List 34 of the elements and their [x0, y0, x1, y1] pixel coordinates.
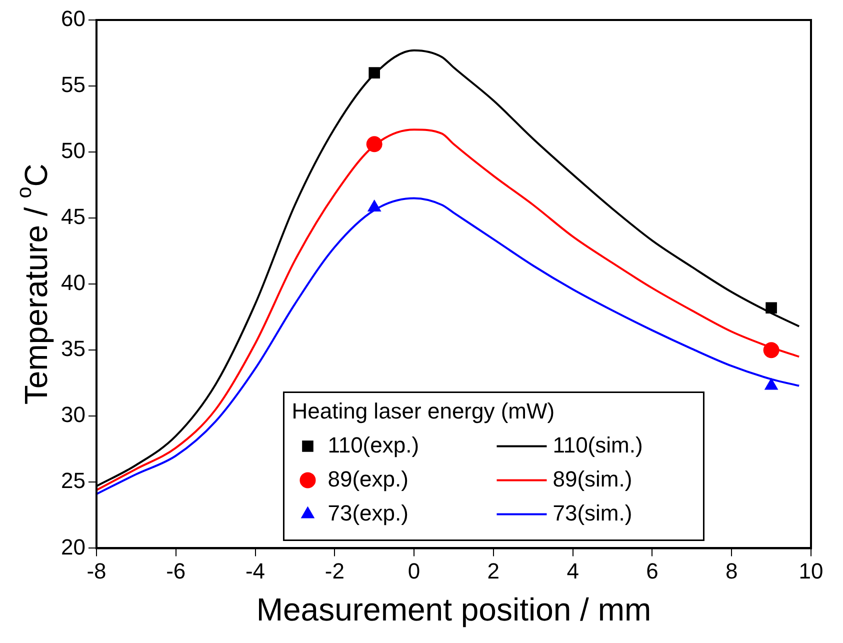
legend-label: 73(exp.): [328, 500, 408, 526]
legend-label: 89(sim.): [552, 466, 632, 492]
x-tick-label: -6: [166, 558, 186, 584]
legend-label: 89(exp.): [328, 466, 408, 492]
x-tick-label: -2: [324, 558, 344, 584]
legend-label: 73(sim.): [552, 500, 632, 526]
x-tick-label: 10: [798, 558, 824, 584]
x-tick-label: 0: [408, 558, 420, 584]
y-axis-title: Temperature / oC: [12, 164, 54, 405]
line-series: [96, 128, 800, 492]
x-tick-label: 2: [487, 558, 500, 584]
y-tick-label: 60: [60, 6, 86, 32]
point: [766, 302, 777, 314]
x-tick-label: 8: [725, 558, 738, 584]
point: [368, 67, 380, 78]
point: [763, 342, 780, 358]
y-tick-label: 40: [60, 270, 86, 296]
y-tick-label: 45: [60, 204, 86, 230]
line-series: [96, 197, 800, 496]
legend-title: Heating laser energy (mW): [292, 398, 555, 424]
legend-label: 110(exp.): [328, 432, 420, 458]
x-tick-label: 6: [646, 558, 658, 584]
x-tick-label: 4: [566, 558, 579, 584]
x-axis-title: Measurement position / mm: [256, 592, 652, 628]
y-tick-label: 50: [60, 138, 86, 164]
y-tick-label: 35: [60, 336, 86, 362]
legend-label: 110(sim.): [552, 432, 643, 458]
x-tick-label: -8: [86, 558, 106, 584]
point: [366, 136, 382, 152]
y-tick-label: 25: [60, 468, 86, 494]
y-tick-label: 55: [60, 72, 86, 98]
y-tick-label: 20: [60, 534, 86, 560]
x-tick-label: -4: [245, 558, 266, 584]
y-tick-label: 30: [60, 402, 86, 428]
